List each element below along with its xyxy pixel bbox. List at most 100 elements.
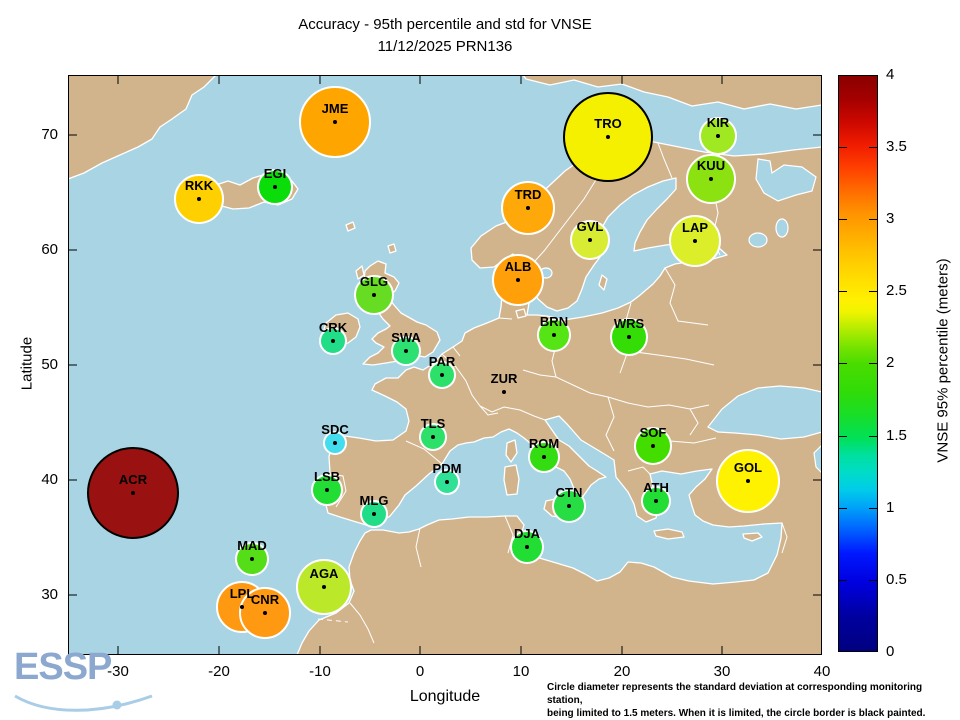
colorbar-tick-left <box>839 508 847 509</box>
colorbar-tick-left <box>839 219 847 220</box>
station-dot-CRK <box>331 339 335 343</box>
border-baltics <box>664 267 709 326</box>
station-dot-MAD <box>250 557 254 561</box>
border-ch <box>479 405 499 416</box>
station-circle-ATH <box>641 486 671 516</box>
station-label-KUU: KUU <box>696 158 726 173</box>
x-tick-label: 20 <box>613 663 631 680</box>
station-label-ALB: ALB <box>504 259 532 274</box>
black-sea <box>707 385 822 440</box>
station-dot-WRS <box>627 335 631 339</box>
land-gotland <box>598 274 608 291</box>
station-label-LAP: LAP <box>682 220 708 235</box>
land-shetland <box>387 243 397 254</box>
station-dot-GLG <box>372 293 376 297</box>
station-label-KIR: KIR <box>706 115 730 130</box>
chart-title-line2: 11/12/2025 PRN136 <box>377 38 513 55</box>
station-dot-TLS <box>431 435 435 439</box>
border-greece-north <box>627 466 651 475</box>
colorbar-title: VNSE 95% percentile (meters) <box>934 258 952 463</box>
footer-note: Circle diameter represents the standard … <box>547 681 955 720</box>
colorbar-tick-right <box>869 436 877 437</box>
station-label-ROM: ROM <box>528 436 560 451</box>
y-tick-label: 40 <box>41 471 58 488</box>
station-circle-KUU <box>686 154 736 204</box>
colorbar-tick-label: 0.5 <box>886 571 907 588</box>
station-label-MLG: MLG <box>359 493 389 508</box>
station-dot-MLG <box>372 512 376 516</box>
colorbar-tick-label: 0 <box>886 643 895 660</box>
station-label-GLG: GLG <box>359 274 389 289</box>
station-dot-AGA <box>322 585 326 589</box>
station-label-MAD: MAD <box>237 538 267 553</box>
y-tick-label: 50 <box>41 356 58 373</box>
border-dk-de <box>498 317 513 320</box>
border-tr-levant <box>781 522 788 554</box>
station-circle-MAD <box>235 542 269 576</box>
station-dot-ZUR <box>502 390 506 394</box>
colorbar-tick-label: 2.5 <box>886 282 907 299</box>
colorbar-tick-label: 4 <box>886 66 895 83</box>
station-dot-SDC <box>333 441 337 445</box>
chart-title-line1: Accuracy - 95th percentile and std for V… <box>298 16 592 33</box>
x-tick-label: 10 <box>512 663 530 680</box>
station-label-LPL: LPL <box>229 586 255 601</box>
lake-onega <box>775 218 789 238</box>
station-dot-BRN <box>552 333 556 337</box>
border-ro-ua <box>689 408 699 436</box>
station-dot-TRO <box>606 135 610 139</box>
colorbar-tick-label: 1 <box>886 499 895 516</box>
station-label-RKK: RKK <box>184 178 214 193</box>
station-label-DJA: DJA <box>513 526 541 541</box>
essp-logo: ESSP <box>14 646 164 720</box>
land-arctic-strip <box>522 75 822 110</box>
footer-line1: Circle diameter represents the standard … <box>547 682 923 706</box>
station-dot-PDM <box>445 480 449 484</box>
station-label-ACR: ACR <box>118 472 148 487</box>
station-dot-PAR <box>440 373 444 377</box>
station-dot-ROM <box>542 455 546 459</box>
station-dot-SWA <box>404 349 408 353</box>
colorbar-tick-right <box>869 291 877 292</box>
land-zealand <box>515 308 527 319</box>
essp-logo-text: ESSP <box>14 646 112 688</box>
station-dot-ALB <box>516 278 520 282</box>
land-greenland <box>68 75 217 180</box>
station-dot-JME <box>333 120 337 124</box>
colorbar-tick-left <box>839 580 847 581</box>
station-dot-KUU <box>709 177 713 181</box>
station-circle-GOL <box>716 449 780 513</box>
caspian-edge <box>813 444 822 474</box>
station-dot-DJA <box>525 545 529 549</box>
land-cyprus <box>742 532 763 542</box>
white-sea <box>755 158 817 202</box>
border-fr-de-alps <box>441 353 546 421</box>
colorbar-tick-right <box>869 147 877 148</box>
y-tick-label: 30 <box>41 586 58 603</box>
lake-ladoga <box>748 232 768 248</box>
station-label-BRN: BRN <box>539 314 569 329</box>
station-dot-SOF <box>651 444 655 448</box>
station-dot-RKK <box>197 197 201 201</box>
station-dot-CNR <box>263 611 267 615</box>
x-tick-label: 40 <box>813 663 831 680</box>
border-benelux <box>452 346 461 357</box>
station-dot-LSB <box>325 488 329 492</box>
colorbar-tick-right <box>869 508 877 509</box>
x-tick-label: -20 <box>208 663 230 680</box>
x-tick-label: 0 <box>415 663 425 680</box>
station-label-LSB: LSB <box>314 469 340 484</box>
y-tick-label: 60 <box>41 241 58 258</box>
station-label-CNR: CNR <box>250 592 280 607</box>
station-label-SWA: SWA <box>391 330 421 345</box>
border-se-fi <box>657 142 673 179</box>
station-label-SDC: SDC <box>321 422 349 437</box>
colorbar-tick-right <box>869 363 877 364</box>
station-dot-CTN <box>567 504 571 508</box>
colorbar-title-wrap: VNSE 95% percentile (meters) <box>928 225 958 505</box>
station-label-EGI: EGI <box>263 166 287 181</box>
station-label-GVL: GVL <box>576 219 604 234</box>
y-tick-label: 70 <box>41 126 58 143</box>
station-circle-PDM <box>434 469 460 495</box>
colorbar-tick-right <box>869 580 877 581</box>
